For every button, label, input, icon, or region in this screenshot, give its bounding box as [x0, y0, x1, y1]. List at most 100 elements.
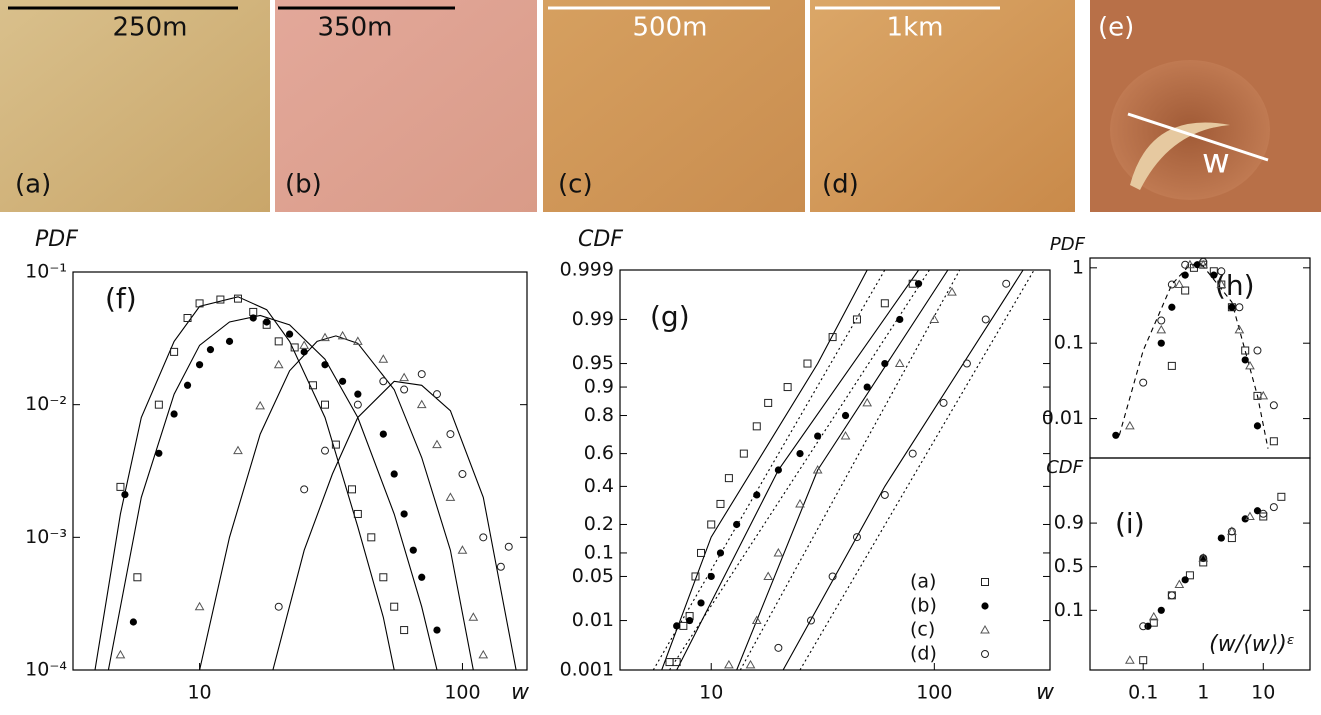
- marker: [400, 510, 408, 518]
- x-tick-label: 0.1: [1128, 682, 1158, 704]
- plot-area: [1112, 258, 1278, 449]
- axes-frame: [72, 271, 528, 671]
- chart: 10⁻⁴ 10⁻³ 10⁻² 10⁻¹ 10 100 (f) PDF w: [25, 227, 530, 705]
- legend-label: (b): [910, 595, 937, 617]
- y-tick-label: 0.01: [1042, 407, 1084, 429]
- marker: [764, 398, 773, 407]
- marker: [129, 618, 137, 626]
- y-tick-label: 0.05: [572, 565, 614, 587]
- marker: [273, 359, 284, 369]
- marker: [880, 490, 889, 499]
- marker: [981, 578, 989, 586]
- marker: [274, 602, 283, 611]
- marker: [981, 602, 989, 610]
- y-tick-label: 0.999: [560, 259, 614, 281]
- marker: [183, 314, 192, 323]
- x-tick-label: 100: [444, 682, 480, 704]
- marker: [1217, 534, 1225, 542]
- width-line: [1127, 112, 1269, 162]
- marker: [367, 533, 376, 542]
- y-tick-label: 0.9: [584, 376, 614, 398]
- scale-label: 350m: [318, 13, 393, 43]
- marker: [1277, 492, 1286, 501]
- marker: [263, 318, 271, 326]
- marker: [400, 626, 409, 635]
- chart: 0.1 0.5 0.9 0.1 1 10 (i) CDF (w/⟨w⟩)ᵋ: [1046, 457, 1311, 704]
- marker: [1253, 422, 1262, 430]
- y-axis-label: CDF: [578, 227, 623, 252]
- marker: [468, 612, 479, 621]
- marker: [880, 299, 889, 308]
- plot-area: [1125, 492, 1286, 665]
- marker: [803, 359, 812, 368]
- marker: [752, 422, 761, 431]
- marker: [812, 464, 823, 474]
- marker: [133, 573, 142, 582]
- marker: [457, 545, 468, 554]
- y-tick-label: 1: [1072, 256, 1084, 278]
- marker: [751, 615, 762, 625]
- marker: [691, 572, 700, 581]
- y-tick-label: 10⁻³: [25, 526, 67, 548]
- axes-frame: [1089, 257, 1311, 459]
- scale-label: 250m: [113, 13, 188, 43]
- marker: [347, 485, 356, 494]
- marker: [1156, 324, 1167, 334]
- y-tick-label: 0.6: [584, 442, 614, 464]
- legend-label: (c): [910, 619, 935, 641]
- marker: [1181, 260, 1190, 269]
- y-tick-label: 0.1: [1054, 599, 1084, 621]
- marker: [724, 659, 734, 669]
- plot-area: [652, 270, 1035, 670]
- fit-line: [799, 270, 1035, 670]
- y-tick-label: 0.1: [584, 541, 614, 563]
- marker: [216, 295, 225, 304]
- marker: [255, 400, 266, 410]
- marker: [1227, 534, 1236, 543]
- marker: [806, 616, 815, 625]
- marker: [980, 624, 990, 634]
- marker: [1139, 378, 1148, 387]
- marker: [308, 381, 317, 390]
- photo-label: (d): [822, 170, 859, 200]
- marker: [1185, 259, 1195, 269]
- marker: [1259, 512, 1268, 521]
- marker: [929, 314, 940, 323]
- marker: [249, 307, 258, 316]
- marker: [1149, 618, 1158, 627]
- x-tick-label: 1: [1197, 682, 1209, 704]
- marker: [894, 358, 905, 368]
- marker: [195, 361, 204, 369]
- marker: [479, 533, 488, 542]
- marker: [352, 336, 363, 345]
- marker: [321, 446, 330, 455]
- marker: [154, 400, 163, 409]
- marker: [1185, 571, 1194, 580]
- panel-label: (h): [1215, 269, 1255, 302]
- y-tick-label: 0.1: [1054, 332, 1084, 354]
- marker: [1217, 267, 1226, 276]
- marker: [716, 549, 725, 557]
- marker: [1167, 280, 1176, 289]
- marker: [432, 439, 442, 449]
- marker: [1269, 401, 1278, 410]
- marker: [194, 601, 205, 611]
- annotation: w: [1202, 142, 1230, 182]
- marker: [1234, 324, 1245, 334]
- marker: [981, 650, 989, 658]
- fit-line: [739, 270, 961, 670]
- marker: [763, 571, 774, 580]
- marker: [170, 410, 178, 418]
- marker: [433, 626, 441, 634]
- marker: [445, 492, 456, 501]
- marker: [337, 330, 348, 340]
- marker: [378, 354, 389, 363]
- marker: [1253, 507, 1262, 515]
- marker: [679, 621, 688, 630]
- marker: [379, 377, 388, 386]
- fit-line: [676, 270, 920, 670]
- marker: [1198, 259, 1209, 269]
- panel-label: (i): [1115, 507, 1145, 540]
- marker: [1216, 279, 1227, 289]
